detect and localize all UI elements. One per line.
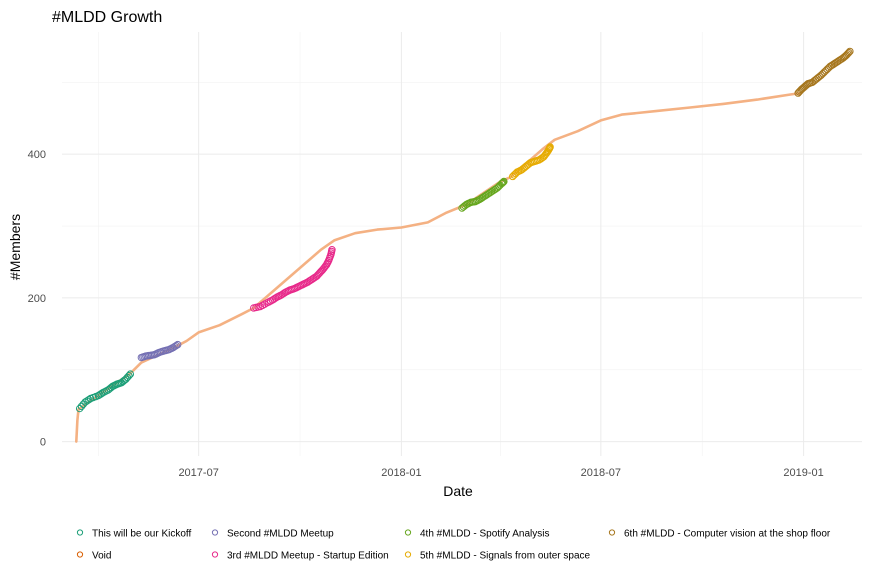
- y-tick-label: 200: [28, 293, 46, 305]
- grid: [62, 32, 862, 456]
- data-point: [81, 398, 89, 406]
- data-point: [77, 402, 86, 411]
- legend-item: Void: [76, 551, 111, 562]
- data-point: [85, 396, 93, 404]
- data-point: [125, 372, 133, 380]
- legend-item: Second #MLDD Meetup: [211, 529, 334, 540]
- y-tick-label: 0: [40, 437, 46, 449]
- data-point: [497, 179, 506, 188]
- void-series-line: [75, 91, 802, 443]
- series-points: [794, 47, 854, 97]
- series-line-void: [75, 91, 802, 443]
- series-points: [137, 340, 182, 362]
- legend-label: 5th #MLDD - Signals from outer space: [420, 551, 591, 562]
- legend: This will be our Kickoff Second #MLDD Mee…: [76, 529, 831, 562]
- data-point: [83, 397, 91, 405]
- legend-key: [404, 551, 412, 558]
- series-points: [508, 143, 554, 181]
- chart-title: #MLDD Growth: [52, 9, 162, 26]
- legend-label: 6th #MLDD - Computer vision at the shop …: [624, 529, 831, 540]
- legend-label: Second #MLDD Meetup: [227, 529, 334, 540]
- x-tick-label: 2019-01: [783, 467, 823, 479]
- data-point: [172, 341, 180, 350]
- legend-item: This will be our Kickoff: [76, 529, 192, 540]
- legend-item: 4th #MLDD - Spotify Analysis: [404, 529, 550, 540]
- data-point: [499, 178, 507, 186]
- data-point: [500, 177, 508, 186]
- data-point: [174, 340, 182, 349]
- y-tick-label: 400: [28, 149, 46, 161]
- legend-label: 4th #MLDD - Spotify Analysis: [420, 529, 550, 540]
- legend-item: 6th #MLDD - Computer vision at the shop …: [608, 529, 831, 540]
- legend-key: [211, 551, 219, 558]
- legend-key: [211, 529, 219, 536]
- legend-label: 3rd #MLDD Meetup - Startup Edition: [227, 551, 389, 562]
- y-axis-title: #Members: [7, 214, 23, 280]
- data-point: [328, 246, 336, 254]
- legend-item: 3rd #MLDD Meetup - Startup Edition: [211, 551, 389, 562]
- data-point: [75, 404, 84, 413]
- legend-item: 5th #MLDD - Signals from outer space: [404, 551, 591, 562]
- x-tick-label: 2018-01: [381, 467, 421, 479]
- data-point: [845, 48, 853, 57]
- series-points: [75, 370, 135, 413]
- data-point: [538, 154, 546, 162]
- data-point: [126, 370, 135, 378]
- x-tick-label: 2018-07: [581, 467, 621, 479]
- data-points: [75, 47, 854, 413]
- data-point: [498, 179, 507, 187]
- legend-key: [608, 529, 616, 536]
- x-tick-label: 2017-07: [178, 467, 218, 479]
- y-axis-ticks: 0 200 400: [28, 149, 46, 448]
- series-points: [458, 177, 508, 212]
- data-point: [546, 143, 554, 151]
- series-points: [250, 246, 336, 312]
- x-axis-ticks: 2017-07 2018-01 2018-07 2019-01: [178, 467, 823, 479]
- legend-label: Void: [92, 551, 111, 562]
- legend-key: [404, 529, 412, 536]
- legend-key: [76, 529, 84, 536]
- x-axis-title: Date: [443, 483, 473, 499]
- legend-label: This will be our Kickoff: [92, 529, 192, 540]
- legend-key: [76, 551, 84, 558]
- data-point: [846, 47, 854, 56]
- data-point: [843, 50, 852, 58]
